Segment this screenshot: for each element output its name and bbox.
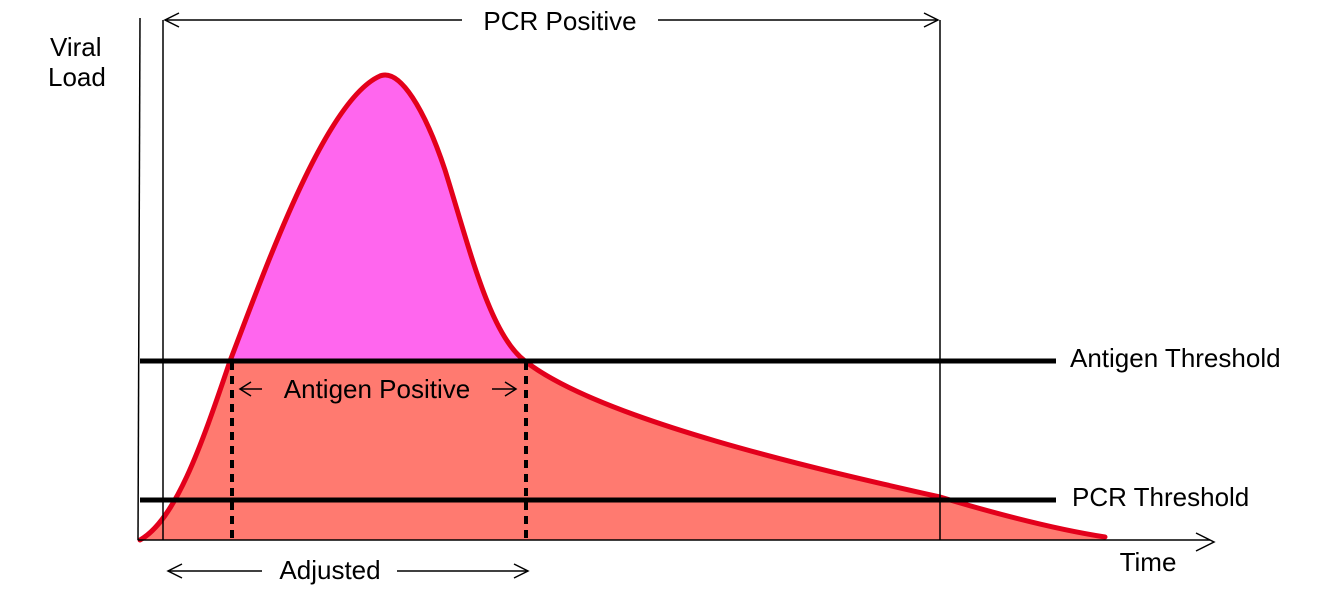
y-axis-label-line2: Load xyxy=(48,62,106,92)
pcr-positive-arrowhead-left xyxy=(163,12,180,28)
x-axis-arrowhead xyxy=(1195,532,1216,552)
y-axis xyxy=(137,17,141,541)
region-above-antigen-threshold xyxy=(230,75,525,361)
viral-load-curve xyxy=(137,72,1108,543)
pcr-positive-label: PCR Positive xyxy=(483,6,636,36)
pcr-threshold-label: PCR Threshold xyxy=(1072,482,1249,512)
antigen-positive-label: Antigen Positive xyxy=(284,374,470,404)
antigen-threshold-label: Antigen Threshold xyxy=(1070,343,1281,373)
x-axis-label: Time xyxy=(1120,547,1177,577)
antigen-positive-arrowhead-right xyxy=(504,381,518,397)
adjusted-arrowhead-left xyxy=(166,563,183,579)
adjusted-arrowhead-right xyxy=(513,563,530,579)
pcr-positive-arrowhead-right xyxy=(923,12,940,28)
region-below-antigen-threshold xyxy=(140,361,1105,540)
y-axis-label-line1: Viral xyxy=(50,32,102,62)
adjusted-label: Adjusted xyxy=(279,555,380,585)
antigen-positive-arrowhead-left xyxy=(238,381,252,397)
